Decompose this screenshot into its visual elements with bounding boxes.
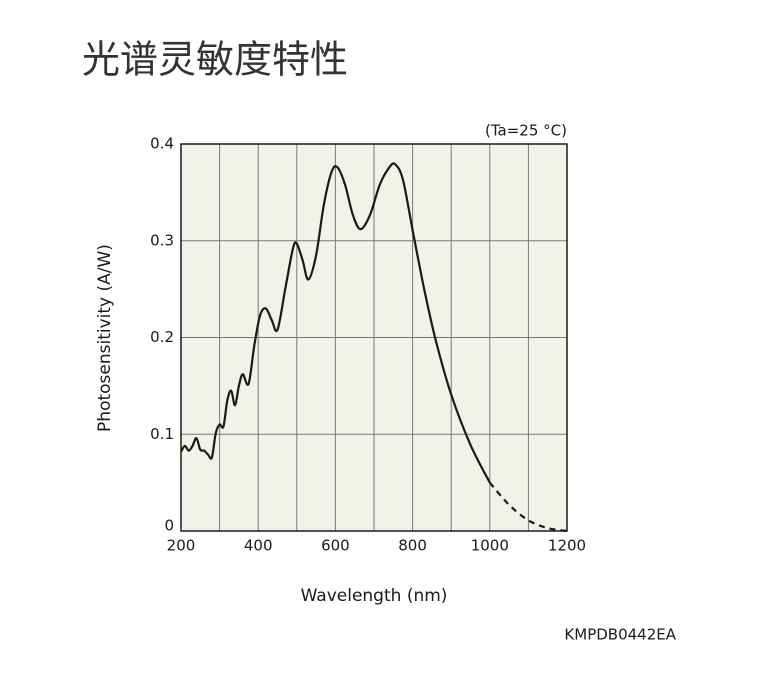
chart-title: 光谱灵敏度特性 bbox=[82, 38, 348, 82]
line-series bbox=[488, 481, 568, 533]
y-tick-label: 0.4 bbox=[150, 135, 174, 153]
y-tick-label: 0.2 bbox=[150, 328, 174, 346]
y-tick-label: 0.3 bbox=[150, 231, 174, 249]
x-tick-label: 200 bbox=[167, 537, 196, 555]
annotation: (Ta=25 °C) bbox=[485, 122, 567, 140]
x-tick-label: 800 bbox=[398, 537, 427, 555]
y-tick-label: 0.1 bbox=[150, 425, 174, 443]
x-axis-label: Wavelength (nm) bbox=[301, 586, 448, 606]
x-tick-label: 600 bbox=[321, 537, 350, 555]
x-tick-label: 400 bbox=[244, 537, 273, 555]
x-tick-label: 1000 bbox=[471, 537, 509, 555]
plot-frame bbox=[180, 143, 568, 532]
x-tick-label: 1200 bbox=[548, 537, 586, 555]
line-series bbox=[180, 162, 491, 484]
figure-code: KMPDB0442EA bbox=[564, 626, 676, 644]
y-tick-label: 0 bbox=[164, 517, 174, 535]
y-axis-label: Photosensitivity (A/W) bbox=[95, 244, 115, 432]
